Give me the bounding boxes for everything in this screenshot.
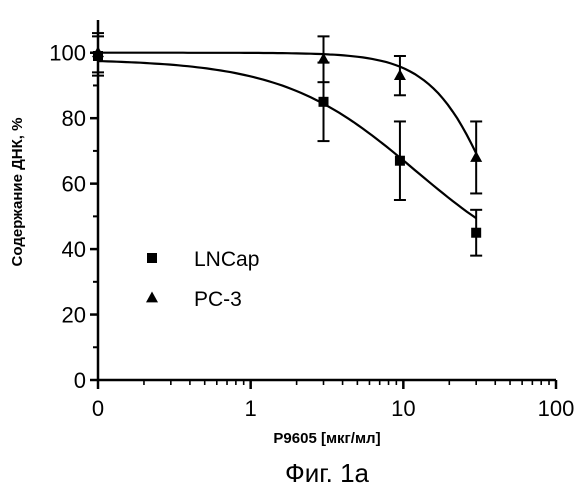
y-tick-label: 100: [49, 41, 86, 66]
axes: 0 20 40 60 80 100 0 1 10 100: [49, 20, 574, 421]
fit-curve-lncap: [98, 61, 476, 218]
data-point-pc-3: [394, 69, 406, 80]
x-axis-label: P9605 [мкг/мл]: [273, 430, 380, 447]
legend-marker-pc-3: [146, 291, 158, 302]
legend-marker-lncap: [147, 253, 157, 263]
legend-label-pc-3: PC-3: [194, 288, 242, 311]
x-tick-label: 10: [391, 396, 415, 421]
fit-curves: [98, 53, 476, 219]
x-tick-label: 100: [538, 396, 575, 421]
fit-curve-pc-3: [98, 53, 476, 154]
legend-label-lncap: LNCap: [194, 248, 259, 271]
y-axis-label: Содержание ДНК, %: [9, 118, 26, 267]
y-tick-label: 80: [62, 106, 86, 131]
data-point-lncap: [319, 97, 329, 107]
data-point-lncap: [395, 156, 405, 166]
y-tick-label: 40: [62, 237, 86, 262]
y-tick-label: 0: [74, 368, 86, 393]
figure-caption: Фиг. 1а: [285, 458, 370, 488]
x-tick-label: 1: [245, 396, 257, 421]
legend: LNCap PC-3: [146, 248, 259, 311]
y-tick-label: 20: [62, 303, 86, 328]
y-tick-label: 60: [62, 172, 86, 197]
data-point-pc-3: [470, 151, 482, 162]
data-points: [92, 33, 482, 256]
x-tick-label: 0: [92, 396, 104, 421]
data-point-lncap: [471, 228, 481, 238]
